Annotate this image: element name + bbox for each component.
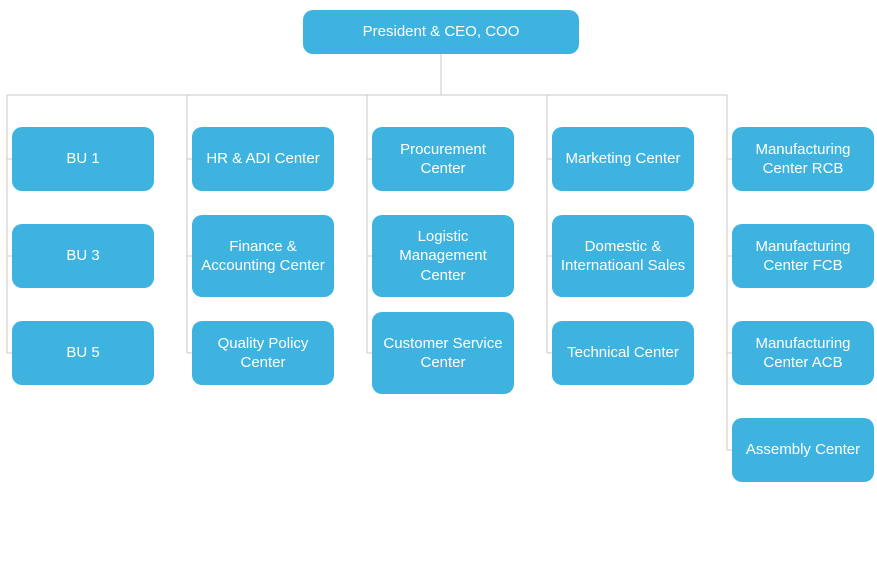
node-c4-i3-label: Assembly Center	[746, 440, 860, 460]
node-c2-i2-label: Customer Service Center	[378, 334, 508, 373]
node-c1-i1-label: Finance & Accounting Center	[198, 237, 328, 276]
node-c1-i1: Finance & Accounting Center	[192, 215, 334, 297]
node-c4-i2: Manufacturing Center ACB	[732, 321, 874, 385]
root-node-label: President & CEO, COO	[363, 22, 520, 42]
node-c4-i1-label: Manufacturing Center FCB	[738, 237, 868, 276]
node-c2-i1-label: Logistic Management Center	[378, 227, 508, 286]
node-c1-i0: HR & ADI Center	[192, 127, 334, 191]
node-c0-i0: BU 1	[12, 127, 154, 191]
node-c1-i0-label: HR & ADI Center	[206, 149, 319, 169]
node-c4-i2-label: Manufacturing Center ACB	[738, 334, 868, 373]
node-c2-i1: Logistic Management Center	[372, 215, 514, 297]
node-c3-i1: Domestic & Internatioanl Sales	[552, 215, 694, 297]
node-c4-i0-label: Manufacturing Center RCB	[738, 140, 868, 179]
node-c3-i1-label: Domestic & Internatioanl Sales	[558, 237, 688, 276]
node-c2-i2: Customer Service Center	[372, 312, 514, 394]
node-c0-i2-label: BU 5	[66, 343, 99, 363]
node-c1-i2: Quality Policy Center	[192, 321, 334, 385]
node-c0-i1: BU 3	[12, 224, 154, 288]
node-c0-i2: BU 5	[12, 321, 154, 385]
node-c4-i3: Assembly Center	[732, 418, 874, 482]
node-c3-i0-label: Marketing Center	[565, 149, 680, 169]
node-c1-i2-label: Quality Policy Center	[198, 334, 328, 373]
node-c3-i0: Marketing Center	[552, 127, 694, 191]
node-c4-i1: Manufacturing Center FCB	[732, 224, 874, 288]
node-c0-i0-label: BU 1	[66, 149, 99, 169]
node-c2-i0-label: Procurement Center	[378, 140, 508, 179]
root-node: President & CEO, COO	[303, 10, 579, 54]
node-c4-i0: Manufacturing Center RCB	[732, 127, 874, 191]
node-c2-i0: Procurement Center	[372, 127, 514, 191]
node-c3-i2-label: Technical Center	[567, 343, 679, 363]
node-c0-i1-label: BU 3	[66, 246, 99, 266]
node-c3-i2: Technical Center	[552, 321, 694, 385]
